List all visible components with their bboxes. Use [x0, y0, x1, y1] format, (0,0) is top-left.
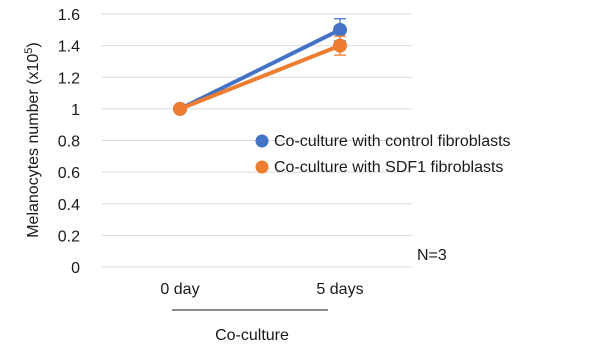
y-tick-label: 0.6	[58, 165, 80, 182]
legend-item-2: Co-culture with SDF1 fibroblasts	[255, 159, 503, 176]
legend-label: Co-culture with control fibroblasts	[274, 133, 511, 150]
y-tick-label: 1.6	[58, 7, 80, 24]
y-axis-title-main: Melanocytes number (x10	[25, 54, 42, 238]
x-tick-labels: 0 day 5 days	[160, 281, 363, 298]
legend-marker	[255, 160, 269, 174]
legend-marker	[255, 134, 269, 148]
legend-label: Co-culture with SDF1 fibroblasts	[274, 159, 503, 176]
series-line	[179, 28, 341, 111]
y-tick-label: 0.2	[58, 228, 80, 245]
legend-item-1: Co-culture with control fibroblasts	[255, 133, 511, 150]
y-axis-title-close: )	[25, 42, 42, 47]
y-tick-label: 0.4	[58, 197, 80, 214]
y-axis-title-superscript: 5	[23, 48, 35, 54]
legend: Co-culture with control fibroblasts Co-cu…	[255, 133, 511, 176]
series-2	[173, 35, 347, 116]
series-line	[179, 43, 341, 111]
x-tick-label: 5 days	[316, 281, 363, 298]
data-point	[333, 22, 347, 37]
y-tick-labels: 0 0.2 0.4 0.6 0.8 1 1.2 1.4 1.6	[58, 7, 80, 277]
data-point	[333, 38, 347, 53]
y-axis-title: Melanocytes number (x105)	[23, 42, 42, 238]
y-tick-label: 0.8	[58, 134, 80, 151]
y-tick-label: 1.4	[58, 39, 80, 56]
sample-size-annotation: N=3	[417, 247, 447, 264]
y-tick-label: 1	[71, 102, 80, 119]
y-tick-label: 1.2	[58, 70, 80, 87]
x-group-label: Co-culture	[215, 327, 289, 344]
data-point	[173, 101, 187, 116]
y-tick-label: 0	[71, 260, 80, 277]
series-group	[173, 18, 347, 116]
x-tick-label: 0 day	[160, 281, 199, 298]
